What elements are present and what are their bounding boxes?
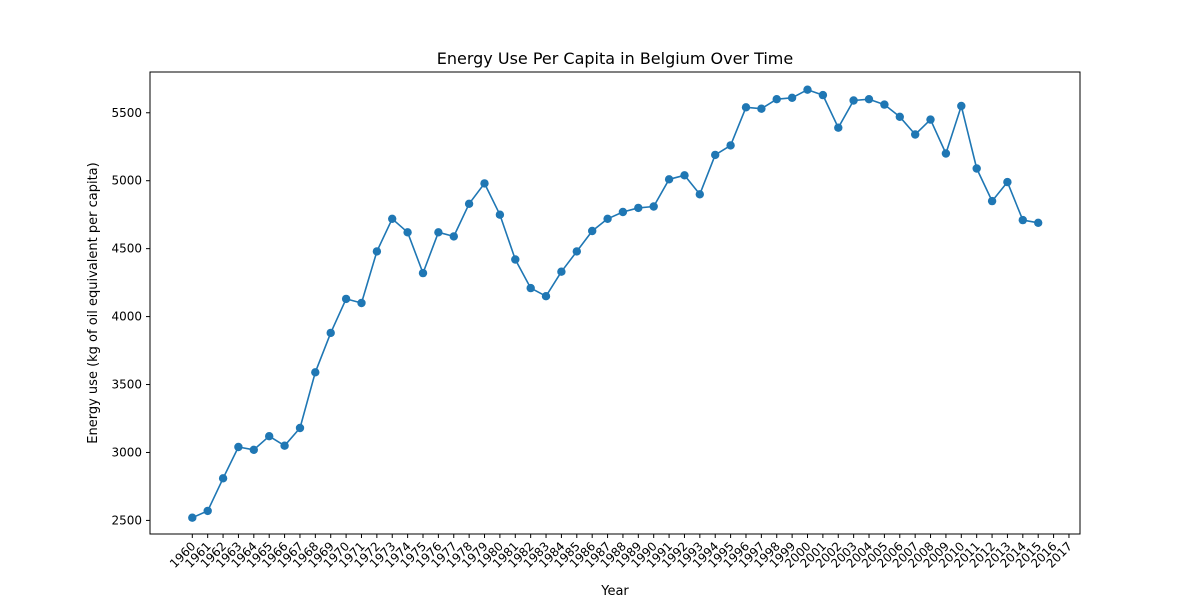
data-point — [957, 101, 966, 111]
y-tick-label: 2500 — [111, 513, 142, 527]
data-point — [726, 141, 735, 150]
y-tick-label: 3500 — [111, 378, 142, 392]
data-point — [911, 130, 920, 139]
y-tick-label: 5500 — [111, 106, 142, 120]
y-tick-label: 4000 — [111, 310, 142, 324]
plot-area — [150, 72, 1080, 534]
data-point — [234, 442, 243, 452]
plot-frame — [149, 71, 1081, 535]
data-point — [388, 214, 397, 223]
data-point — [280, 441, 289, 450]
data-point — [818, 90, 828, 100]
data-point — [311, 368, 320, 377]
data-point — [941, 149, 951, 158]
data-point — [987, 196, 997, 206]
data-point — [1018, 215, 1027, 225]
y-tick-label: 3000 — [111, 445, 142, 459]
data-point — [265, 432, 274, 441]
chart-title: Energy Use Per Capita in Belgium Over Ti… — [437, 49, 793, 68]
data-point — [188, 513, 197, 522]
data-point — [603, 214, 612, 223]
data-point — [526, 283, 535, 293]
data-point — [464, 199, 474, 208]
data-point — [664, 175, 674, 184]
data-point — [403, 228, 412, 237]
data-point — [295, 423, 305, 433]
data-point — [495, 210, 505, 219]
data-point — [864, 95, 874, 104]
data-point — [372, 247, 382, 256]
y-axis: 2500 3000 3500 4000 4500 5000 5500 — [111, 106, 150, 527]
data-point — [511, 255, 520, 264]
data-point — [972, 164, 981, 173]
series-layer — [188, 85, 1043, 522]
data-point — [834, 123, 843, 132]
y-axis-label: Energy use (kg of oil equivalent per cap… — [86, 162, 101, 443]
data-point — [711, 150, 720, 160]
data-point — [787, 93, 797, 103]
data-point — [741, 103, 751, 112]
data-point — [588, 226, 597, 236]
data-point — [618, 207, 628, 217]
data-point — [326, 328, 335, 338]
data-point — [218, 474, 228, 483]
data-point — [803, 85, 812, 94]
data-point — [203, 506, 212, 516]
y-tick-label: 5000 — [111, 174, 142, 188]
y-tick-label: 4500 — [111, 242, 142, 256]
data-point — [895, 112, 904, 122]
data-point — [480, 179, 489, 188]
data-point — [772, 95, 781, 104]
data-point — [418, 268, 428, 278]
data-point — [434, 228, 443, 237]
data-point — [634, 203, 643, 213]
data-point — [649, 202, 658, 211]
data-point — [541, 292, 551, 301]
data-point — [695, 190, 704, 199]
x-axis: 1960196119621963196419651966196719681969… — [167, 534, 1075, 571]
data-point — [357, 298, 366, 308]
data-point — [249, 445, 258, 454]
data-point — [680, 171, 689, 180]
data-point — [1003, 177, 1012, 187]
data-point — [572, 247, 581, 256]
data-point — [341, 294, 351, 304]
data-point — [449, 232, 458, 241]
data-point — [926, 115, 935, 124]
data-point — [880, 100, 889, 109]
x-axis-label: Year — [600, 584, 629, 599]
data-point — [1034, 218, 1043, 227]
data-point — [757, 104, 766, 113]
data-point — [557, 267, 566, 276]
data-point — [849, 96, 858, 105]
